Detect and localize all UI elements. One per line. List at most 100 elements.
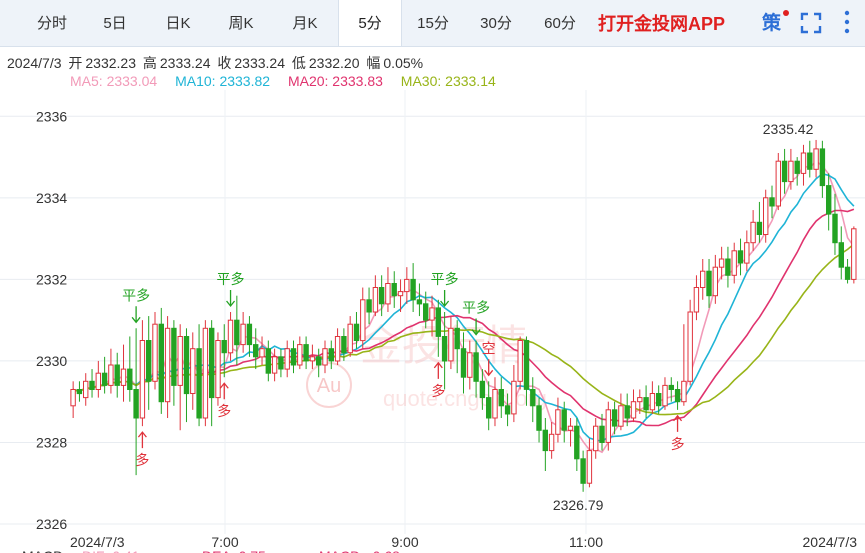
candle-body [744,242,750,264]
tab-5-min[interactable]: 5分 [338,0,402,46]
signal-label: 多 [135,452,149,469]
candle-body [448,327,454,362]
candle-body [158,323,165,403]
candle-body [486,397,492,419]
candle-body [366,299,372,313]
candle-body [328,348,335,362]
candle-body [215,340,221,399]
candle-body [416,299,423,305]
candle-body [353,323,360,341]
candle-body [555,409,561,435]
candle-body [246,323,253,346]
candle-body [687,311,693,382]
tab-weekly-k[interactable]: 周K [228,15,254,32]
candle-body [271,356,278,374]
candle-body [460,348,467,378]
candle-body [731,250,737,276]
ma20-value: 2333.83 [332,73,383,89]
info-high-label: 高 [142,55,157,71]
tab-monthly-k[interactable]: 月K [292,15,318,32]
signal-arrow-up [137,431,147,449]
candle-body [807,152,813,170]
signal-label: 平多 [122,287,150,304]
candle-body [120,368,127,386]
candle-body [372,287,379,313]
candle-body [618,405,624,427]
candle-body [536,405,542,431]
signal-arrow-up [433,361,443,379]
open-app-link[interactable]: 打开金投网APP [598,14,726,34]
candle-body [83,380,89,399]
candle-body [517,340,523,382]
tab-5-day[interactable]: 5日 [103,15,127,32]
candle-body [706,270,712,297]
candle-body [101,372,108,386]
candle-body [227,319,234,354]
ma5-legend: MA5: 2333.04 [70,73,157,89]
signal-arrow-down [226,290,236,308]
candle-body [196,348,202,419]
candle-body [605,409,611,443]
tab-15-min[interactable]: 15分 [417,15,449,32]
info-range: 0.05% [383,55,424,71]
x-tick-label: 7:00 [211,534,238,550]
candle-body [341,336,347,354]
candle-body [479,380,486,399]
period-tab-bar: 分时 5日 日K 周K 月K 5分 15分 30分 60分 打开金投网APP 策 [0,0,865,47]
candle-body [221,340,227,354]
candle-body [769,197,775,207]
low-price-label: 2326.79 [553,497,604,513]
watermark-logo-text: Au [317,375,341,397]
candle-body [523,340,530,390]
candle-body [649,393,656,411]
y-tick-label: 2334 [36,190,67,206]
candle-body [593,425,599,452]
signal-label: 多 [671,436,685,453]
fullscreen-icon[interactable] [800,12,822,34]
candle-body [826,185,832,215]
macd-legend-item: MACD [22,548,63,553]
candle-body [832,213,838,244]
tab-intraday[interactable]: 分时 [36,15,67,32]
candle-body [498,389,505,407]
candle-body [788,160,794,183]
tab-60-min[interactable]: 60分 [544,15,576,32]
strategy-button[interactable]: 策 [762,13,782,34]
candle-body [586,450,593,484]
candle-body [429,307,435,321]
candle-body [473,352,479,382]
tab-30-min[interactable]: 30分 [480,15,512,32]
candle-body [303,344,309,362]
candle-body [819,148,826,187]
candle-body [259,348,265,358]
candle-body [511,380,517,415]
candle-body [700,270,706,288]
candle-body [712,266,718,297]
candle-body [838,242,844,268]
candle-body [410,278,416,301]
candle-body [756,221,763,236]
candle-body [297,344,303,366]
tab-daily-k[interactable]: 日K [165,15,191,32]
ma20-legend: MA20: 2333.83 [288,73,383,89]
candle-body [580,458,586,484]
candle-body [693,287,700,313]
y-tick-label: 2328 [36,434,67,450]
candle-body [813,148,819,170]
candle-body [183,336,190,395]
signal-label: 空 [482,341,496,357]
more-vertical-icon[interactable] [838,8,856,36]
high-price-label: 2335.42 [763,121,814,137]
info-open: 2332.23 [85,55,136,71]
signal-label: 多 [217,403,231,420]
candle-body [316,356,322,366]
candle-body [668,384,674,390]
candle-body [309,356,316,362]
candle-body [567,425,574,431]
macd-legend-item: MACD: -0.68 [319,548,400,553]
candle-body [253,344,259,358]
candle-body [171,327,177,386]
candle-body [177,336,183,386]
candle-body [360,299,366,342]
